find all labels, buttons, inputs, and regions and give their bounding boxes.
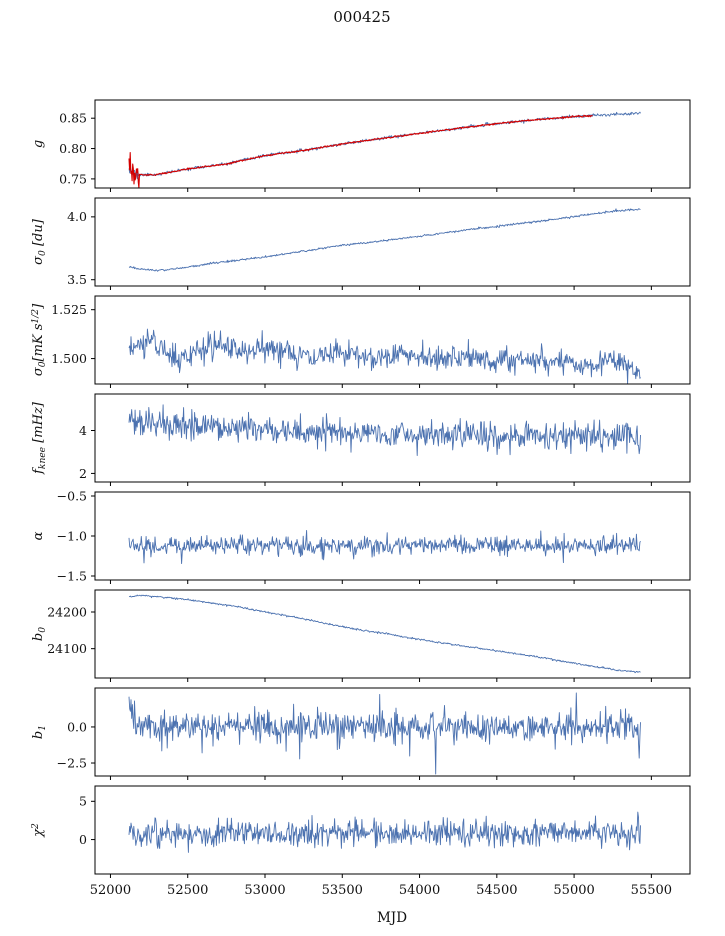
- y-tick-label: −0.5: [57, 488, 87, 503]
- panel-b1: −2.5 0.0 b1: [31, 687, 691, 780]
- y-tick-label: 0: [79, 832, 87, 847]
- alpha-data-line: [128, 529, 641, 565]
- y-axis-label-sigma0-du: σ0 [du]: [31, 218, 48, 265]
- y-tick-label: 0.85: [59, 111, 87, 126]
- chi2-data-line: [128, 811, 641, 853]
- axes-frame: [94, 785, 691, 875]
- axes-frame: [94, 491, 691, 581]
- fknee-data-line: [128, 404, 641, 456]
- b0-data-line: [128, 594, 641, 674]
- panel-sigma0-du: 3.5 4.0 σ0 [du]: [31, 197, 691, 290]
- y-axis-label-chi2: χ2: [31, 823, 46, 838]
- panel-alpha: −1.5 −1.0 −0.5 α: [31, 488, 691, 584]
- y-tick-label: 1.500: [51, 351, 87, 366]
- axes-frame: [94, 393, 691, 483]
- x-tick-label: 52000: [90, 883, 131, 898]
- panel-fknee: 2 4 fknee [mHz]: [31, 393, 691, 486]
- g-data-line: [128, 111, 641, 180]
- sigma0-du-data-line: [128, 208, 641, 272]
- y-axis-label-g: g: [31, 140, 46, 148]
- axes-frame: [94, 99, 691, 189]
- y-tick-label: 0.80: [59, 141, 87, 156]
- chart-title: 000425: [333, 8, 390, 26]
- g-fit-line: [128, 114, 593, 189]
- x-tick-label: 54500: [476, 883, 517, 898]
- panel-b0: 24100 24200 b0: [31, 589, 691, 682]
- y-tick-label: 2: [79, 466, 87, 481]
- axes-frame: [94, 197, 691, 287]
- y-tick-label: −1.0: [57, 528, 87, 543]
- y-axis-label-fknee: fknee [mHz]: [31, 401, 48, 475]
- y-tick-label: −2.5: [57, 755, 87, 770]
- y-tick-label: 24100: [47, 641, 87, 656]
- y-tick-label: 3.5: [67, 272, 87, 287]
- x-tick-label: 52500: [167, 883, 208, 898]
- axes-frame: [94, 589, 691, 679]
- b1-data-line: [128, 692, 641, 775]
- y-axis-label-alpha: α: [31, 531, 46, 540]
- y-tick-label: 5: [79, 794, 87, 809]
- panel-g: 0.75 0.80 0.85 g: [31, 99, 691, 192]
- y-tick-label: 4.0: [67, 209, 87, 224]
- y-axis-label-sigma0-mk: σ0[mK s1/2]: [31, 303, 48, 376]
- y-axis-label-b1: b1: [31, 725, 48, 739]
- y-tick-label: 4: [79, 423, 87, 438]
- axes-frame: [94, 687, 691, 777]
- y-axis-label-b0: b0: [31, 627, 48, 641]
- panel-chi2: 0 5 52000 52500 53000 53500 54000 54500 55000 555…: [31, 785, 691, 898]
- x-tick-label: 53500: [322, 883, 363, 898]
- sigma0-mk-data-line: [128, 328, 641, 385]
- y-tick-label: 0.75: [59, 171, 87, 186]
- x-tick-label: 55000: [553, 883, 594, 898]
- x-tick-label: 55500: [631, 883, 672, 898]
- axes-frame: [94, 295, 691, 385]
- y-tick-label: −1.5: [57, 568, 87, 583]
- y-tick-label: 24200: [47, 604, 87, 619]
- y-tick-label: 0.0: [67, 719, 87, 734]
- x-tick-label: 54000: [399, 883, 440, 898]
- x-tick-label: 53000: [244, 883, 285, 898]
- y-tick-label: 1.525: [51, 302, 87, 317]
- x-axis-label: MJD: [377, 910, 407, 926]
